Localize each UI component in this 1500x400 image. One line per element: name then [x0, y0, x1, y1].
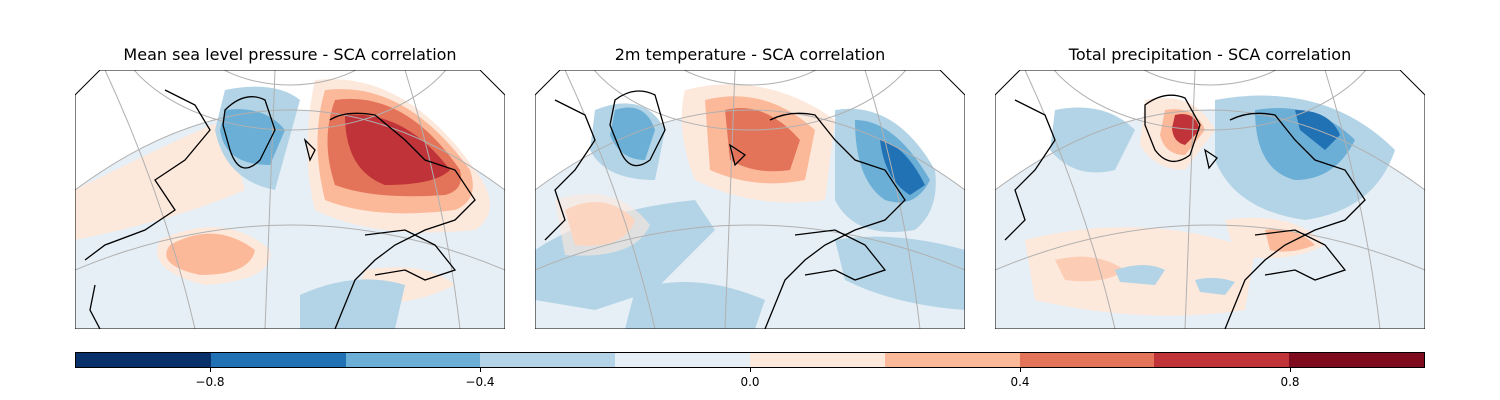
colorbar-segment — [884, 353, 1020, 367]
colorbar-segment — [210, 353, 346, 367]
colorbar-segment — [480, 353, 616, 367]
colorbar-segment — [749, 353, 885, 367]
colorbar-segment — [615, 353, 750, 367]
colorbar-tick — [209, 368, 211, 372]
colorbar-segment — [1289, 353, 1424, 367]
map-mslp — [75, 70, 505, 329]
colorbar-tick-label: 0.0 — [740, 375, 760, 389]
panel-title-precip: Total precipitation - SCA correlation — [1068, 45, 1352, 64]
map-precip — [995, 70, 1425, 329]
colorbar-tick-label: 0.4 — [1010, 375, 1030, 389]
colorbar-segment — [76, 353, 211, 367]
map-t2m — [535, 70, 965, 329]
colorbar-tick-label: −0.8 — [195, 375, 225, 389]
colorbar-tick — [1019, 368, 1021, 372]
colorbar-segment — [1019, 353, 1155, 367]
colorbar-tick — [479, 368, 481, 372]
colorbar-segment — [1154, 353, 1290, 367]
colorbar-tick — [749, 368, 751, 372]
colorbar-tick-label: 0.8 — [1280, 375, 1300, 389]
panel-title-t2m: 2m temperature - SCA correlation — [614, 45, 886, 64]
colorbar-tick-label: −0.4 — [465, 375, 495, 389]
colorbar-tick — [1289, 368, 1291, 372]
colorbar — [75, 352, 1425, 368]
colorbar-segment — [345, 353, 481, 367]
panel-title-mslp: Mean sea level pressure - SCA correlatio… — [123, 45, 457, 64]
